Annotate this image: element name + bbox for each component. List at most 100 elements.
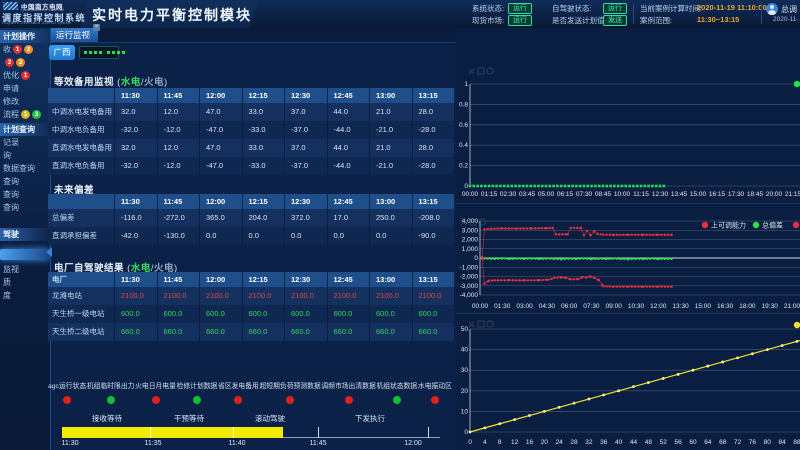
table-cell-value: 0.0 [200, 227, 243, 245]
sidebar-item[interactable]: 质 [0, 276, 50, 289]
table-cell-value: 0.0 [243, 227, 285, 245]
svg-text:0.4: 0.4 [459, 142, 468, 149]
table-row[interactable]: 直调承担偏差 -42.0 -130.0 0.0 0.0 0.0 0.0 0.0 -90.0 [48, 227, 455, 245]
timeline-tick-label: 11:40 [228, 440, 246, 447]
table-cell-value: 660.0 [158, 323, 200, 341]
table-cell-value: -32.0 [115, 121, 158, 139]
timeline-tick-label: 12:00 [404, 440, 422, 447]
svg-text:48: 48 [645, 439, 653, 446]
table-cell-value: -12.0 [158, 157, 200, 175]
svg-text:0.8: 0.8 [459, 101, 468, 108]
tab-run-monitor[interactable]: 运行监视 × [48, 24, 100, 42]
table-header-row: 11:30 11:45 12:00 12:15 12:30 12:45 13:00 13:15 [48, 88, 455, 103]
table-cell-value: 2100.0 [370, 287, 413, 305]
section-title-autopilot: 电厂自驾驶结果 (水电/火电) [54, 263, 178, 274]
svg-text:12: 12 [511, 439, 519, 446]
sidebar-item[interactable]: 查询 [0, 201, 50, 214]
sidebar-item[interactable]: 度 [0, 289, 50, 302]
table-cell-value: 372.0 [285, 209, 328, 227]
table-row[interactable]: 天生桥二级电站 660.0 660.0 660.0 660.0 660.0 660.0 660… [48, 323, 455, 341]
table-row[interactable]: 中调水电负备用 -32.0 -12.0 -47.0 -33.0 -37.0 -44.0 -21… [48, 121, 455, 139]
svg-text:00:00: 00:00 [472, 303, 489, 310]
sidebar-item[interactable]: 记录 [0, 136, 50, 149]
table-header-cell: 13:15 [413, 272, 455, 287]
table-row[interactable]: 龙滩电站 2100.0 2100.0 2100.0 2100.0 2100.0 2100.0… [48, 287, 455, 305]
table-cell-value: 21.0 [370, 139, 413, 157]
table-cell-value: 600.0 [370, 305, 413, 323]
svg-text:24: 24 [556, 439, 564, 446]
svg-text:16:15: 16:15 [709, 191, 726, 198]
svg-text:68: 68 [719, 439, 727, 446]
svg-text:13:45: 13:45 [671, 191, 688, 198]
region-button[interactable]: 广西 [49, 45, 75, 60]
svg-text:8: 8 [498, 439, 502, 446]
table-header-cell: 12:15 [243, 272, 285, 287]
table-row[interactable]: 中调水电发电备用 32.0 12.0 47.0 33.0 37.0 44.0 21.0 28.0 [48, 103, 455, 121]
svg-text:07:30: 07:30 [583, 303, 600, 310]
svg-text:88: 88 [793, 439, 800, 446]
sidebar-item[interactable]: 优化 1 [0, 69, 50, 82]
datasource-item: 水电振动区 [418, 380, 452, 404]
green-dot-icon [89, 51, 92, 54]
sidebar-item[interactable]: 修改 [0, 95, 50, 108]
table-cell-value: -116.0 [115, 209, 158, 227]
svg-text:03:00: 03:00 [516, 303, 533, 310]
table-row[interactable]: 天生桥一级电站 600.0 600.0 600.0 600.0 600.0 600.0 600… [48, 305, 455, 323]
panel-separator [456, 203, 800, 204]
sidebar-item[interactable]: 查询 [0, 188, 50, 201]
sidebar-item[interactable]: 监视 [0, 263, 50, 276]
table-row-label: 天生桥二级电站 [48, 323, 115, 341]
datasource-label: 调频市场出清数据 [321, 383, 376, 390]
svg-text:40: 40 [615, 439, 623, 446]
sidebar-item-label: 监视 [3, 265, 19, 274]
sidebar-section-header[interactable]: 驾驶 [0, 228, 50, 241]
reserve-table: 11:30 11:45 12:00 12:15 12:30 12:45 13:00 13:15… [48, 88, 455, 175]
indicator-dot-group [107, 51, 125, 54]
sidebar-collapse-icon[interactable] [46, 247, 52, 257]
sidebar-section-header[interactable]: 计划操作 [0, 30, 50, 43]
table-cell-value: 37.0 [285, 103, 328, 121]
sidebar-item[interactable]: 流程 1 3 [0, 108, 50, 121]
svg-text:16:30: 16:30 [717, 303, 734, 310]
green-dot-icon [99, 51, 102, 54]
table-cell-value: 2100.0 [158, 287, 200, 305]
sidebar-item[interactable]: 申请 [0, 82, 50, 95]
table-header-cell: 11:45 [158, 194, 200, 209]
svg-text:4,000: 4,000 [462, 218, 479, 225]
sidebar-item-label: 数据查询 [3, 164, 35, 173]
sidebar-item-selected[interactable] [0, 249, 49, 260]
table-row[interactable]: 直调水电发电备用 32.0 12.0 47.0 33.0 37.0 44.0 21.0 28.0 [48, 139, 455, 157]
svg-text:17:30: 17:30 [728, 191, 745, 198]
svg-text:10: 10 [461, 408, 469, 415]
datasource-label: 检修计划数据 [176, 383, 218, 390]
user-name[interactable]: 总调 [781, 5, 797, 14]
datasource-label: 火电日月电量 [135, 383, 176, 390]
sidebar-item[interactable]: 查询 [0, 175, 50, 188]
table-header-cell: 12:30 [285, 88, 328, 103]
svg-text:72: 72 [734, 439, 742, 446]
datasource-item: 机组临时限出力 [87, 380, 134, 404]
table-cell-value: 33.0 [243, 103, 285, 121]
sidebar-section-header[interactable]: 计划查询 [0, 123, 50, 136]
table-cell-value: -33.0 [243, 121, 285, 139]
close-icon[interactable]: × [93, 24, 100, 31]
table-row[interactable]: 总偏差 -116.0 -272.0 365.0 204.0 372.0 17.0 250.0-… [48, 209, 455, 227]
user-avatar-icon[interactable] [766, 3, 778, 15]
table-header-cell: 13:00 [370, 194, 413, 209]
table-cell-value: 660.0 [243, 323, 285, 341]
table-cell-value: 32.0 [115, 139, 158, 157]
table-header-cell: 12:30 [285, 272, 328, 287]
svg-text:03:45: 03:45 [519, 191, 536, 198]
autopilot-table: 电厂 11:30 11:45 12:00 12:15 12:30 12:45 13:00 13:… [48, 272, 455, 341]
sidebar-item[interactable]: 数据查询 [0, 162, 50, 175]
svg-text:20:00: 20:00 [766, 191, 783, 198]
svg-text:18:45: 18:45 [747, 191, 764, 198]
table-row[interactable]: 直调水电负备用 -32.0 -12.0 -47.0 -33.0 -37.0 -44.0 -21… [48, 157, 455, 175]
timeline-tick-mark [318, 427, 319, 438]
sidebar-item[interactable]: 询 [0, 149, 50, 162]
datasource-label: 水电振动区 [417, 383, 452, 390]
app-header: 中国南方电网 China Southern Power Grid 调度指挥控制系… [0, 0, 800, 29]
svg-text:19:30: 19:30 [762, 303, 779, 310]
